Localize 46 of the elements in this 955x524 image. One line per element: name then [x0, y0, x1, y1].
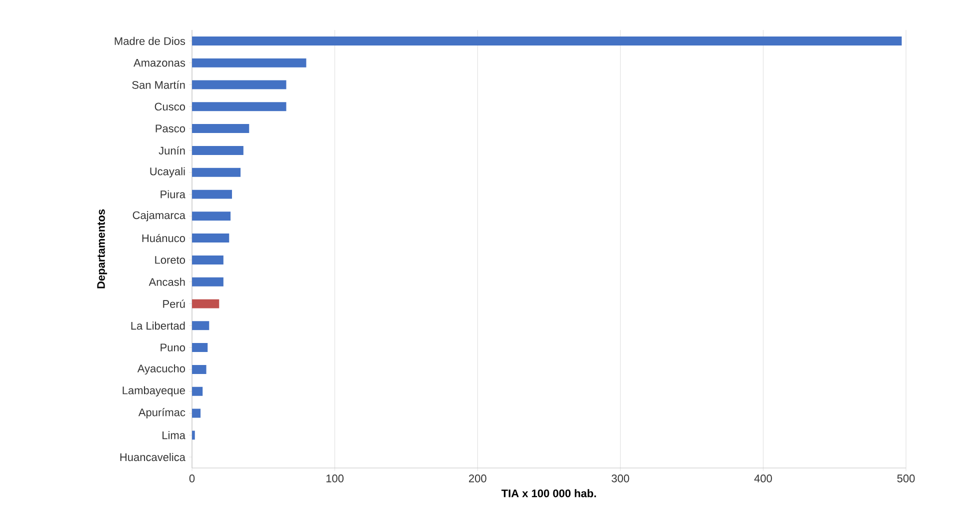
- x-tick-label: 200: [468, 474, 486, 482]
- bar: [192, 124, 250, 134]
- bar: [192, 102, 286, 112]
- y-tick-label: Ucayali: [150, 167, 185, 178]
- y-axis-title: Departamentos: [97, 209, 108, 288]
- y-tick-label: Lambayeque: [122, 386, 185, 396]
- x-tick-label: 100: [326, 474, 344, 482]
- x-tick-label: 300: [612, 474, 630, 482]
- bar: [192, 386, 203, 396]
- x-axis-title: TIA x 100 000 hab.: [501, 489, 596, 498]
- bar: [192, 212, 231, 221]
- y-tick-label: Cajamarca: [132, 211, 186, 222]
- bar: [192, 408, 201, 418]
- bar: [192, 364, 206, 374]
- y-tick-label: Cusco: [154, 102, 185, 111]
- bar: [192, 321, 210, 330]
- y-tick-label: Huancavelica: [120, 453, 186, 462]
- bar: [192, 168, 241, 177]
- bar: [192, 190, 232, 199]
- y-tick-label: Perú: [163, 300, 185, 308]
- bar: [192, 80, 286, 90]
- x-tick-label: 400: [754, 474, 772, 482]
- bar: [192, 343, 208, 352]
- bar: [192, 36, 902, 46]
- bar: [192, 58, 306, 68]
- y-tick-label: Puno: [160, 344, 185, 352]
- bar: [192, 299, 220, 308]
- bar: [192, 146, 244, 155]
- bar: [192, 234, 230, 243]
- y-tick-label: Apurímac: [138, 408, 186, 418]
- y-tick-label: Loreto: [155, 256, 185, 264]
- bar: [192, 277, 224, 286]
- y-tick-label: Piura: [160, 190, 186, 198]
- y-tick-label: Huánuco: [142, 234, 185, 242]
- y-tick-label: Madre de Dios: [114, 36, 186, 45]
- y-tick-label: Pasco: [156, 124, 186, 132]
- y-tick-label: Ancash: [148, 278, 185, 286]
- y-tick-label: La Libertad: [131, 322, 185, 330]
- y-tick-label: Junín: [158, 146, 185, 155]
- y-tick-label: San Martín: [132, 80, 185, 89]
- x-tick-label: 500: [897, 474, 915, 482]
- y-tick-label: Amazonas: [134, 59, 186, 67]
- y-tick-label: Ayacucho: [137, 364, 185, 375]
- bar: [192, 255, 224, 264]
- y-tick-label: Lima: [162, 431, 186, 440]
- x-tick-label: 0: [189, 474, 195, 482]
